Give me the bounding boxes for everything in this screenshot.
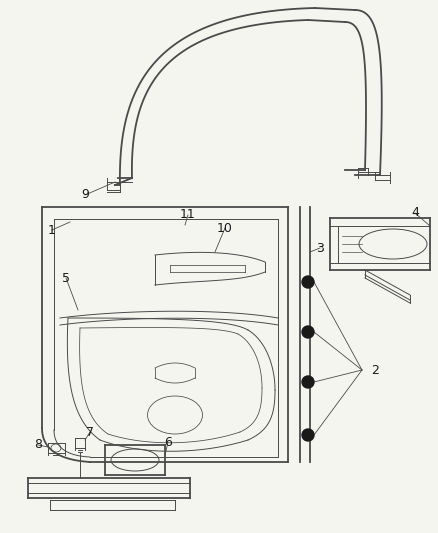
Text: 6: 6 <box>164 435 172 448</box>
Circle shape <box>302 276 314 288</box>
Text: 3: 3 <box>316 241 324 254</box>
Circle shape <box>302 429 314 441</box>
Text: 1: 1 <box>48 223 56 237</box>
Text: 9: 9 <box>81 189 89 201</box>
Text: 5: 5 <box>62 271 70 285</box>
Text: 4: 4 <box>411 206 419 220</box>
Circle shape <box>302 326 314 338</box>
Circle shape <box>302 376 314 388</box>
Text: 7: 7 <box>86 425 94 439</box>
Text: 11: 11 <box>180 208 196 222</box>
Text: 8: 8 <box>34 439 42 451</box>
Text: 10: 10 <box>217 222 233 235</box>
Text: 2: 2 <box>371 364 379 376</box>
